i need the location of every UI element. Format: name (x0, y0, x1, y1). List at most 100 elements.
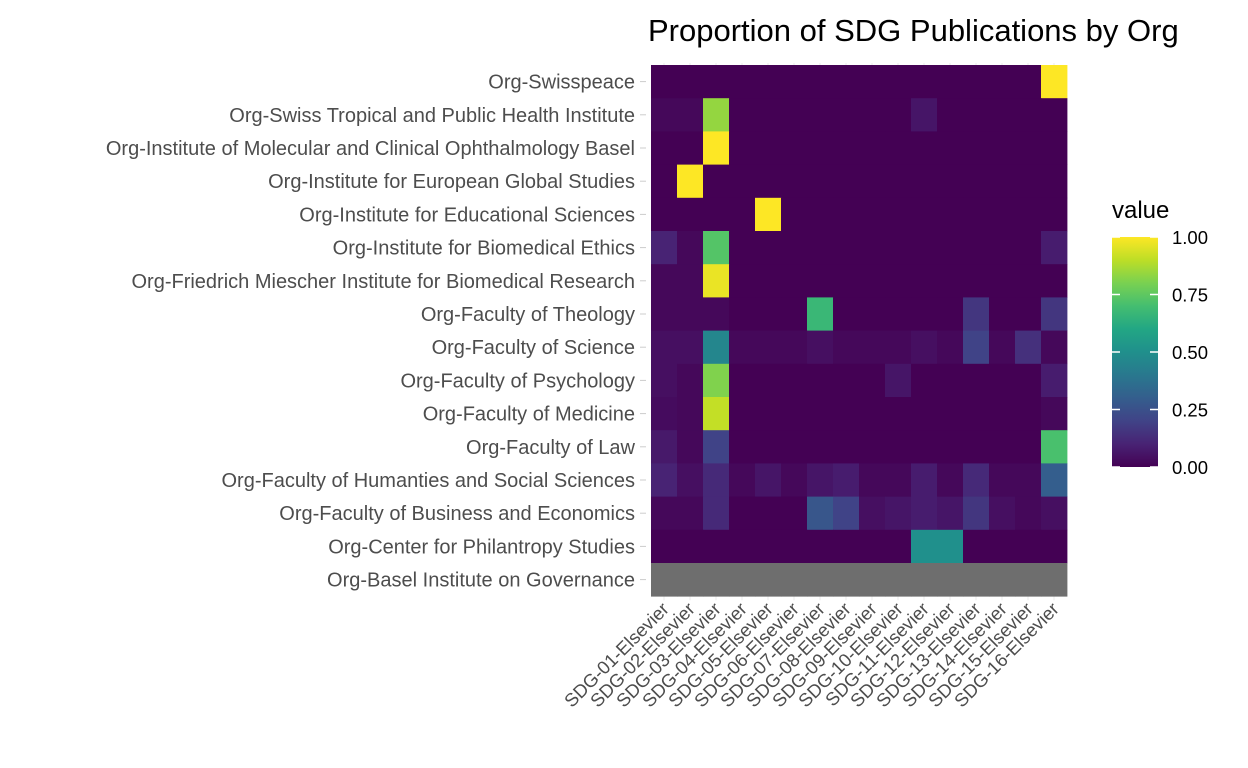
y-tick-label: Org-Institute for Biomedical Ethics (333, 238, 635, 260)
heatmap-cell (781, 496, 808, 531)
heatmap-cell (833, 231, 860, 265)
heatmap-cell (937, 397, 964, 431)
heatmap-cell (677, 363, 704, 398)
heatmap-cell (807, 363, 834, 398)
heatmap-cell (1041, 463, 1068, 497)
heatmap-cell (911, 529, 938, 564)
heatmap-cell (807, 98, 834, 132)
heatmap-cell (1015, 231, 1042, 265)
heatmap-cell (963, 363, 990, 398)
heatmap-cell (807, 197, 834, 232)
heatmap-cell (963, 197, 990, 232)
heatmap-cell (677, 496, 704, 531)
heatmap-cell (807, 297, 834, 331)
heatmap-cell (885, 496, 912, 531)
heatmap-cell (833, 397, 860, 431)
heatmap-cell (989, 264, 1016, 298)
heatmap-cell (729, 197, 756, 232)
heatmap-cell (911, 164, 938, 199)
heatmap-cell (885, 231, 912, 265)
heatmap-cell (781, 363, 808, 398)
heatmap-cell (937, 563, 964, 597)
heatmap-cell (729, 397, 756, 431)
heatmap-cell (729, 563, 756, 597)
heatmap-cell (807, 529, 834, 564)
heatmap-cell (755, 164, 782, 199)
heatmap-cell (989, 397, 1016, 431)
x-axis-labels: SDG-01-ElsevierSDG-02-ElsevierSDG-03-Els… (560, 598, 1063, 711)
heatmap-cell (911, 563, 938, 597)
heatmap-cell (833, 330, 860, 365)
heatmap-cell (859, 197, 886, 232)
heatmap-cell (937, 430, 964, 464)
heatmap-cell (651, 164, 678, 199)
heatmap-cell (781, 297, 808, 331)
heatmap-cell (937, 463, 964, 497)
heatmap-cell (703, 131, 730, 165)
heatmap-cell (781, 231, 808, 265)
heatmap-cell (703, 197, 730, 232)
heatmap-cell (1041, 330, 1068, 365)
heatmap-cell (781, 529, 808, 564)
heatmap-cell (755, 297, 782, 331)
chart-title: Proportion of SDG Publications by Org (648, 13, 1179, 48)
heatmap-cell (989, 496, 1016, 531)
heatmap-cell (677, 297, 704, 331)
heatmap-cell (1015, 297, 1042, 331)
heatmap-cell (937, 363, 964, 398)
heatmap-cell (651, 330, 678, 365)
y-tick-label: Org-Institute for European Global Studie… (268, 171, 635, 193)
y-axis-labels: Org-Swisspeace Org-Swiss Tropical and Pub… (106, 72, 646, 592)
heatmap-cell (1015, 164, 1042, 199)
y-tick-label: Org-Faculty of Business and Economics (279, 503, 635, 525)
heatmap-cell (989, 463, 1016, 497)
heatmap-cell (781, 563, 808, 597)
heatmap-cell (989, 164, 1016, 199)
heatmap-cell (677, 330, 704, 365)
heatmap-cell (885, 65, 912, 99)
heatmap-cell (651, 231, 678, 265)
heatmap-cell (859, 529, 886, 564)
heatmap-cell (651, 98, 678, 132)
heatmap-cell (1041, 430, 1068, 464)
heatmap-cell (781, 463, 808, 497)
heatmap-cell (781, 98, 808, 132)
heatmap-cell (833, 463, 860, 497)
heatmap-cell (885, 363, 912, 398)
heatmap-cell (807, 563, 834, 597)
heatmap-cell (807, 264, 834, 298)
heatmap-cell (937, 496, 964, 531)
heatmap-cell (703, 363, 730, 398)
heatmap-cell (833, 297, 860, 331)
heatmap-cell (885, 397, 912, 431)
heatmap-cell (937, 297, 964, 331)
legend-tick-label: 1.00 (1172, 227, 1208, 248)
heatmap-cell (677, 98, 704, 132)
heatmap-cell (729, 330, 756, 365)
heatmap-cell (807, 164, 834, 199)
heatmap-cell (755, 496, 782, 531)
heatmap-cell (755, 397, 782, 431)
heatmap-cell (1015, 563, 1042, 597)
heatmap-cell (755, 529, 782, 564)
heatmap-cell (911, 131, 938, 165)
heatmap-cell (859, 231, 886, 265)
heatmap-cell (729, 463, 756, 497)
heatmap-cell (703, 463, 730, 497)
heatmap-cell (807, 496, 834, 531)
legend-tick-label: 0.75 (1172, 285, 1208, 306)
heatmap-cell (729, 231, 756, 265)
heatmap-cell (755, 363, 782, 398)
heatmap-cell (963, 496, 990, 531)
heatmap-cell (885, 297, 912, 331)
heatmap-cell (885, 330, 912, 365)
heatmap-cell (937, 264, 964, 298)
heatmap-cell (703, 397, 730, 431)
heatmap-cell (885, 164, 912, 199)
heatmap-cell (963, 397, 990, 431)
y-tick-label: Org-Swiss Tropical and Public Health Ins… (229, 105, 635, 127)
heatmap-cell (963, 264, 990, 298)
heatmap-cell (703, 264, 730, 298)
heatmap-cell (755, 65, 782, 99)
heatmap-cell (677, 430, 704, 464)
